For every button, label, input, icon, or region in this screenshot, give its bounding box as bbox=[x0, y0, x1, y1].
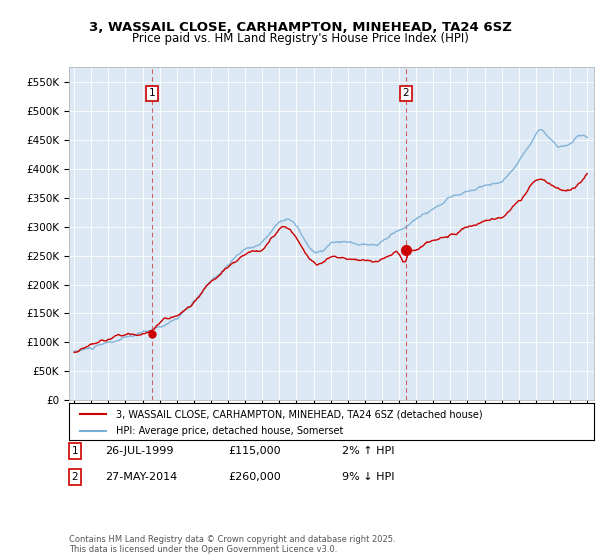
Text: 3, WASSAIL CLOSE, CARHAMPTON, MINEHEAD, TA24 6SZ (detached house): 3, WASSAIL CLOSE, CARHAMPTON, MINEHEAD, … bbox=[116, 409, 483, 419]
Text: Price paid vs. HM Land Registry's House Price Index (HPI): Price paid vs. HM Land Registry's House … bbox=[131, 32, 469, 45]
Text: 27-MAY-2014: 27-MAY-2014 bbox=[105, 472, 177, 482]
Text: 1: 1 bbox=[71, 446, 79, 456]
Text: 26-JUL-1999: 26-JUL-1999 bbox=[105, 446, 173, 456]
Text: 9% ↓ HPI: 9% ↓ HPI bbox=[342, 472, 395, 482]
Text: HPI: Average price, detached house, Somerset: HPI: Average price, detached house, Some… bbox=[116, 426, 344, 436]
Text: 2% ↑ HPI: 2% ↑ HPI bbox=[342, 446, 395, 456]
Text: 3, WASSAIL CLOSE, CARHAMPTON, MINEHEAD, TA24 6SZ: 3, WASSAIL CLOSE, CARHAMPTON, MINEHEAD, … bbox=[89, 21, 511, 34]
Text: 2: 2 bbox=[71, 472, 79, 482]
Text: Contains HM Land Registry data © Crown copyright and database right 2025.
This d: Contains HM Land Registry data © Crown c… bbox=[69, 535, 395, 554]
Text: 2: 2 bbox=[403, 88, 409, 98]
Text: £115,000: £115,000 bbox=[228, 446, 281, 456]
Text: £260,000: £260,000 bbox=[228, 472, 281, 482]
Text: 1: 1 bbox=[149, 88, 155, 98]
